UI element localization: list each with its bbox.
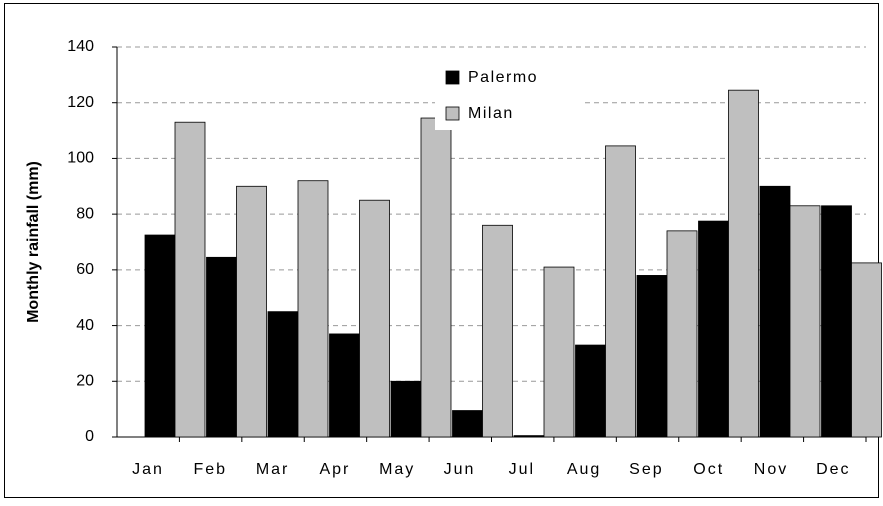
bar	[359, 199, 390, 438]
legend-swatch	[445, 70, 460, 85]
bar	[174, 121, 206, 438]
bar	[420, 117, 452, 438]
bar	[636, 275, 668, 438]
bar	[206, 256, 237, 438]
legend-label: Milan	[468, 105, 514, 122]
y-tick-label: 140	[67, 38, 94, 55]
bar	[452, 410, 483, 438]
bar	[698, 220, 729, 438]
y-tick-label: 120	[67, 94, 94, 111]
x-tick-label: May	[379, 461, 415, 478]
legend-swatch	[445, 106, 460, 121]
y-tick-label: 100	[67, 150, 94, 167]
bar	[543, 266, 575, 438]
x-tick-label: Jun	[444, 461, 476, 478]
x-tick-label: Dec	[816, 461, 850, 478]
y-tick-label: 40	[76, 317, 94, 334]
bar	[728, 89, 759, 438]
x-tick-label: Oct	[693, 461, 724, 478]
x-tick-label: Apr	[319, 461, 350, 478]
x-tick-label: Nov	[754, 461, 788, 478]
bar	[297, 180, 329, 438]
bar	[267, 311, 299, 438]
y-tick-label: 80	[76, 205, 94, 222]
x-tick-label: Jan	[132, 461, 164, 478]
y-tick-label: 60	[76, 261, 94, 278]
y-tick-label: 20	[76, 373, 94, 390]
y-tick-label: 0	[85, 428, 94, 445]
x-tick-label: Mar	[256, 461, 290, 478]
bar	[329, 333, 360, 438]
bar	[575, 344, 606, 438]
bar	[821, 205, 852, 438]
bar	[482, 224, 513, 438]
x-tick-label: Jul	[509, 461, 535, 478]
x-tick-label: Sep	[629, 461, 663, 478]
bar	[513, 435, 545, 438]
legend-label: Palermo	[468, 69, 538, 86]
bar	[789, 205, 821, 438]
bar	[390, 380, 422, 438]
bar	[144, 234, 176, 438]
legend-box	[435, 62, 585, 130]
bar	[759, 185, 791, 438]
x-tick-label: Feb	[194, 461, 228, 478]
bar	[605, 145, 636, 438]
x-tick-label: Aug	[567, 461, 601, 478]
bar	[851, 262, 882, 438]
y-axis-label: Monthly rainfall (mm)	[25, 161, 42, 323]
bar	[666, 230, 698, 438]
bar	[236, 185, 267, 438]
